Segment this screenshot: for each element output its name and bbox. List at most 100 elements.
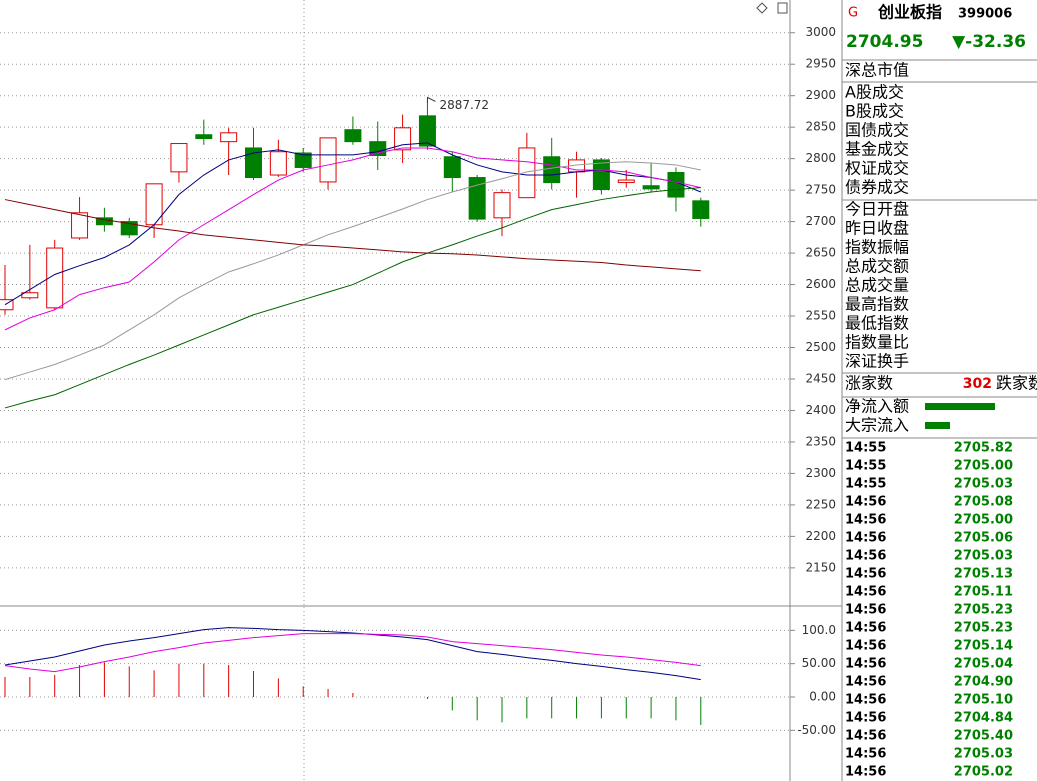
candle-body	[692, 200, 710, 219]
field-label: 最高指数	[845, 295, 909, 314]
trade-price: 2705.03	[954, 477, 1013, 492]
y-tick-label: 2900	[805, 88, 836, 102]
trade-price: 2705.06	[954, 531, 1013, 546]
y-tick-label: 2700	[805, 214, 836, 228]
field-label: 指数量比	[845, 333, 909, 352]
flow-bar	[925, 403, 995, 410]
trade-price: 2705.02	[954, 765, 1013, 780]
y-tick-label: 3000	[805, 25, 836, 39]
candle-body	[642, 185, 660, 190]
candle-body	[443, 156, 461, 179]
icon[interactable]	[777, 2, 788, 14]
y-tick-label: 2950	[805, 57, 836, 71]
candle-body	[220, 132, 238, 143]
trade-price: 2705.40	[954, 729, 1013, 744]
field-label: 债券成交	[845, 178, 909, 197]
index-name: 创业板指	[877, 3, 942, 22]
candle-body	[518, 147, 536, 199]
icon[interactable]	[756, 2, 768, 14]
trade-price: 2705.14	[954, 639, 1013, 654]
high-flag	[426, 96, 436, 104]
y-tick-label: 2400	[805, 403, 836, 417]
y-tick-label: 2850	[805, 120, 836, 134]
y-tick-label: 2450	[805, 371, 836, 385]
trade-price: 2705.82	[954, 441, 1013, 456]
y-tick-label: 50.00	[802, 656, 836, 670]
trade-price: 2704.90	[954, 675, 1013, 690]
candle-body	[269, 151, 287, 176]
trade-time: 14:56	[845, 495, 886, 510]
trade-time: 14:56	[845, 585, 886, 600]
trade-time: 14:56	[845, 675, 886, 690]
field-label: 最低指数	[845, 314, 909, 333]
trade-price: 2705.08	[954, 495, 1013, 510]
field-label: 大宗流入	[845, 416, 909, 435]
field-label: 净流入额	[845, 397, 909, 416]
trade-price: 2705.23	[954, 603, 1013, 618]
moving-average	[4, 161, 701, 381]
y-tick-label: 2600	[805, 277, 836, 291]
field-label: 跌家数	[996, 374, 1037, 393]
trade-price: 2705.10	[954, 693, 1013, 708]
trade-time: 14:56	[845, 765, 886, 780]
candle-body	[195, 134, 213, 140]
y-tick-label: 2350	[805, 434, 836, 448]
candle-body	[418, 115, 436, 147]
trade-price: 2705.03	[954, 747, 1013, 762]
y-tick-label: 2750	[805, 183, 836, 197]
candle-body	[344, 129, 362, 143]
candle-body	[71, 212, 89, 239]
field-label: 国债成交	[845, 121, 909, 140]
candle-body	[617, 179, 635, 184]
trade-price: 2705.23	[954, 621, 1013, 636]
trade-time: 14:56	[845, 747, 886, 762]
candle-body	[245, 147, 262, 179]
field-label: B股成交	[845, 102, 904, 121]
y-tick-label: 2500	[805, 340, 836, 354]
y-tick-label: 2800	[805, 151, 836, 165]
y-tick-label: 2550	[805, 309, 836, 323]
field-label: 权证成交	[845, 159, 909, 178]
field-label: 总成交额	[845, 257, 909, 276]
advancers: 302	[963, 376, 992, 392]
candle-body	[493, 192, 511, 219]
trade-time: 14:56	[845, 639, 886, 654]
trade-time: 14:56	[845, 531, 886, 546]
candle-body	[592, 159, 610, 190]
change: ▼-32.36	[952, 32, 1026, 52]
y-tick-label: -50.00	[797, 723, 836, 737]
field-label: 涨家数	[845, 374, 893, 393]
field-label: 基金成交	[845, 140, 909, 159]
y-tick-label: 0.00	[809, 690, 836, 704]
trade-time: 14:56	[845, 711, 886, 726]
candle-body	[543, 156, 561, 184]
trade-time: 14:56	[845, 693, 886, 708]
trade-time: 14:55	[845, 441, 886, 456]
moving-average	[4, 142, 701, 306]
candle-body	[120, 221, 138, 236]
candle-body	[667, 171, 685, 198]
moving-average	[4, 147, 701, 331]
price: 2704.95	[846, 32, 923, 52]
y-tick-label: 2650	[805, 246, 836, 260]
candle-body	[294, 152, 312, 168]
trade-time: 14:56	[845, 657, 886, 672]
field-label: 今日开盘	[845, 200, 909, 219]
flow-bar	[925, 422, 950, 429]
flag: G	[848, 6, 858, 21]
field-label: 深证换手	[845, 352, 909, 371]
trade-time: 14:56	[845, 603, 886, 618]
field-label: 指数振幅	[845, 238, 909, 257]
trade-price: 2705.11	[954, 585, 1013, 600]
trade-price: 2705.03	[954, 549, 1013, 564]
field-label: 昨日收盘	[845, 219, 909, 238]
trade-price: 2705.13	[954, 567, 1013, 582]
candle-body	[21, 292, 39, 299]
high-annotation: 2887.72	[439, 98, 489, 112]
index-code: 399006	[958, 7, 1012, 22]
trade-time: 14:56	[845, 729, 886, 744]
trade-price: 2704.84	[954, 711, 1013, 726]
field-label: 总成交量	[845, 276, 909, 295]
